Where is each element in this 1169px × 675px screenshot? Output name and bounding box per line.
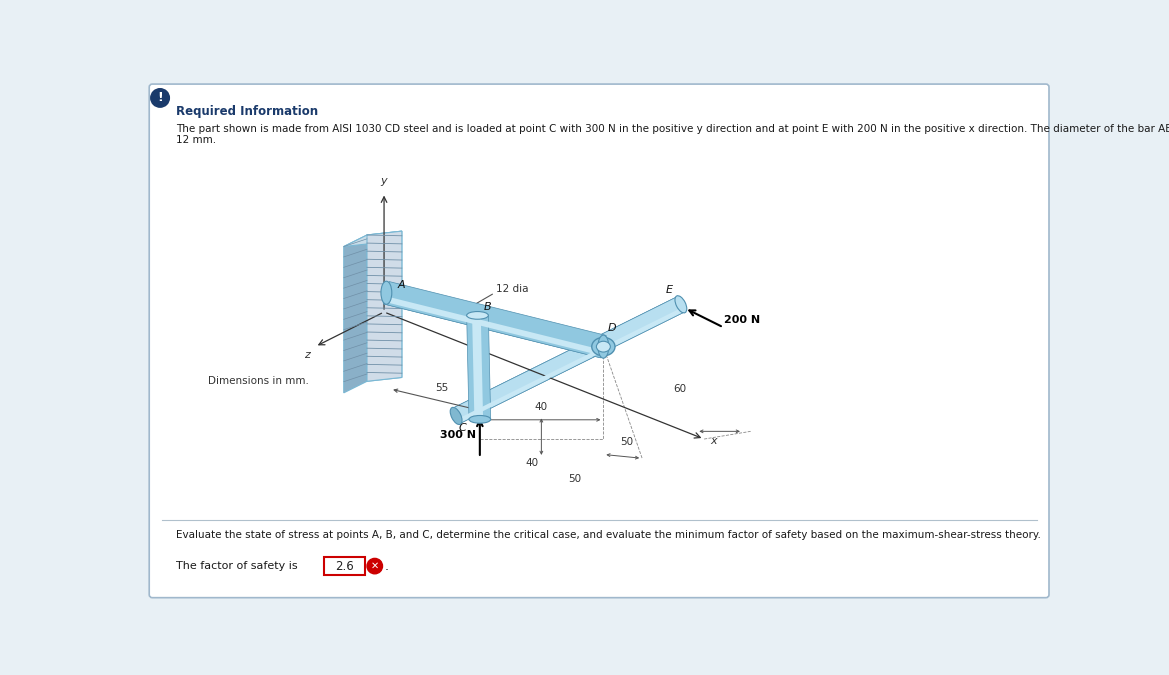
Text: 50: 50 [568,474,582,484]
Text: 55: 55 [436,383,449,393]
Ellipse shape [596,342,610,352]
Ellipse shape [450,408,462,425]
Polygon shape [344,231,402,246]
Text: Required Information: Required Information [175,105,318,118]
Polygon shape [472,315,483,419]
Text: z: z [304,350,310,360]
Text: 50: 50 [620,437,634,447]
Text: A: A [397,280,406,290]
Circle shape [367,558,382,574]
Text: x: x [711,436,717,446]
FancyBboxPatch shape [324,557,365,575]
Text: 300 N: 300 N [440,430,476,439]
Text: .: . [385,560,389,573]
Text: y: y [381,176,387,186]
Text: 40: 40 [526,458,539,468]
Polygon shape [383,298,602,358]
Polygon shape [344,235,367,393]
Text: ✕: ✕ [371,561,379,571]
Text: 200 N: 200 N [724,315,760,325]
Text: 12 mm.: 12 mm. [175,134,216,144]
Ellipse shape [466,312,489,319]
Polygon shape [452,297,682,418]
Text: 40: 40 [534,402,548,412]
Ellipse shape [599,335,609,358]
Ellipse shape [675,296,686,313]
Text: B: B [484,302,491,312]
Ellipse shape [469,416,491,423]
Text: E: E [666,285,673,295]
Text: The part shown is made from AISI 1030 CD steel and is loaded at point C with 300: The part shown is made from AISI 1030 CD… [175,124,1169,134]
Text: Dimensions in mm.: Dimensions in mm. [208,376,309,386]
Circle shape [151,88,170,107]
FancyBboxPatch shape [150,84,1049,597]
Polygon shape [466,315,491,419]
Polygon shape [457,307,684,423]
Text: The factor of safety is: The factor of safety is [175,561,297,571]
Polygon shape [452,297,685,423]
Polygon shape [385,296,602,356]
Text: 60: 60 [673,384,686,394]
Text: Evaluate the state of stress at points A, B, and C, determine the critical case,: Evaluate the state of stress at points A… [175,531,1040,540]
Text: 12 dia: 12 dia [497,284,528,294]
Polygon shape [383,281,607,358]
Text: C: C [458,423,466,433]
Text: 2.6: 2.6 [336,560,354,572]
Ellipse shape [381,281,392,304]
Text: D: D [607,323,616,333]
Polygon shape [457,306,685,423]
Polygon shape [367,231,402,381]
Ellipse shape [592,338,615,356]
Polygon shape [367,231,402,381]
Text: !: ! [157,91,162,105]
